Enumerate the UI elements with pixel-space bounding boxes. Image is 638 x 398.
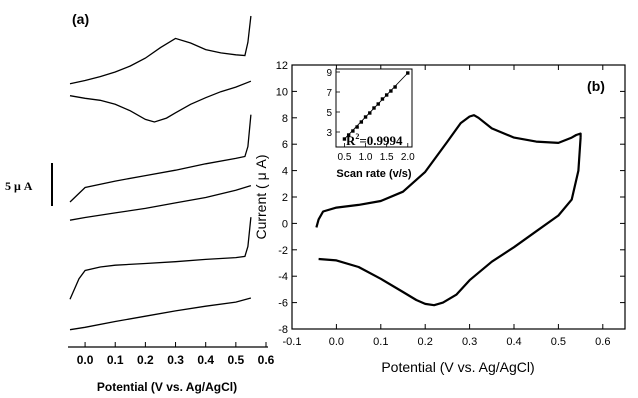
panel-b-x-tick-label: 0.0 [329, 336, 344, 348]
panel-b-x-axis-title: Potential (V vs. Ag/AgCl) [381, 359, 534, 375]
inset-y-tick-label: 5 [326, 108, 332, 119]
inset-x-tick-label: 1.5 [380, 152, 394, 163]
panel-b-y-tick-label: -6 [278, 298, 288, 310]
panel-b-y-tick-label: 4 [282, 166, 288, 178]
inset-x-tick-label: 1.0 [359, 152, 373, 163]
panel-b-y-tick-label: 10 [276, 86, 288, 98]
panel-b-x-tick-label: 0.3 [462, 336, 477, 348]
panel-a-x-tick-label: 0.0 [77, 353, 94, 367]
scale-bar-label: 5 μ A [5, 179, 33, 193]
inset-x-axis-title: Scan rate (v/s) [336, 168, 412, 180]
panel-b-cathodic-sweep [318, 137, 582, 307]
inset-annotation: R2=0.9994 [346, 132, 403, 148]
inset-data-point [384, 93, 389, 97]
inset-y-tick-label: 7 [326, 88, 332, 99]
panel-b-x-tick-label: 0.5 [551, 336, 566, 348]
panel-a-x-tick-label: 0.3 [167, 353, 184, 367]
inset-x-tick-label: 0.5 [337, 152, 351, 163]
panel-a-x-tick-label: 0.1 [107, 353, 124, 367]
panel-b-y-tick-label: 12 [276, 60, 288, 72]
panel-b-x-tick-label: 0.1 [373, 336, 388, 348]
panel-a-voltammogram-2-lower [69, 184, 252, 221]
panel-b-y-tick-label: -8 [278, 324, 288, 336]
panel-b-label: (b) [587, 78, 605, 94]
panel-a-x-ticks: 0.0 0.1 0.2 0.3 0.4 0.5 0.6 [77, 342, 275, 367]
panel-b-anodic-sweep [315, 114, 582, 228]
inset-data-point [359, 120, 364, 124]
panel-a-voltammogram-1-lower [69, 80, 252, 123]
panel-b-y-tick-label: 8 [282, 113, 288, 125]
panel-a-label: (a) [72, 11, 89, 27]
panel-b-x-tick-label: 0.2 [418, 336, 433, 348]
inset-data-point [368, 111, 372, 115]
inset-data-point [380, 97, 385, 101]
panel-a-x-tick-label: 0.6 [258, 353, 275, 367]
panel-b-inset: 0.5 1.0 1.5 2.0 3 5 7 9 R2=0.9994 Scan rate (v/… [326, 68, 415, 180]
inset-data-point [346, 133, 351, 137]
inset-data-point [363, 115, 368, 119]
panel-b-y-tick-label: 6 [282, 139, 288, 151]
panel-a-curves [69, 15, 252, 331]
panel-a-x-tick-label: 0.5 [228, 353, 245, 367]
inset-x-tick-label: 2.0 [401, 152, 415, 163]
inset-annotation-base: R [346, 133, 356, 148]
panel-b-y-tick-label: -2 [278, 245, 288, 257]
inset-data-point [376, 102, 380, 106]
inset-data-point [406, 71, 410, 75]
panel-b: (b) -0.1 0.0 0.1 0.2 0.3 0.4 0.5 0.6 -8 -6 -4 -2 0 2 4… [253, 60, 626, 375]
panel-a-x-tick-label: 0.4 [197, 353, 214, 367]
inset-annotation-rest: =0.9994 [359, 133, 403, 148]
panel-a-x-tick-label: 0.2 [137, 353, 154, 367]
panel-b-y-axis-title: Current ( μ A) [253, 154, 269, 239]
inset-ticks: 0.5 1.0 1.5 2.0 3 5 7 9 [326, 68, 415, 163]
inset-data-point [342, 137, 347, 141]
panel-b-x-tick-label: -0.1 [283, 336, 302, 348]
inset-data-point [355, 125, 359, 129]
panel-a: (a) 5 μ A 0.0 0.1 0.2 0.3 0.4 0.5 0.6 Potentia… [5, 11, 275, 394]
scale-bar: 5 μ A [5, 163, 53, 206]
inset-fit-line [344, 72, 409, 140]
panel-b-y-tick-label: 0 [282, 218, 288, 230]
panel-b-curves [315, 114, 582, 307]
inset-data-point [351, 129, 355, 133]
panel-a-voltammogram-3-upper [69, 217, 252, 300]
panel-b-ticks: -0.1 0.0 0.1 0.2 0.3 0.4 0.5 0.6 -8 -6 -4 -2 0 2 4 6 8 10… [276, 60, 625, 348]
inset-y-tick-label: 3 [326, 128, 332, 139]
inset-y-tick-label: 9 [326, 68, 332, 79]
panel-a-voltammogram-2-upper [69, 114, 252, 203]
panel-b-y-tick-label: 2 [282, 192, 288, 204]
panel-b-x-tick-label: 0.4 [506, 336, 521, 348]
panel-a-voltammogram-1-upper [69, 15, 252, 85]
inset-data-point [372, 106, 376, 110]
inset-data-point [389, 89, 393, 93]
inset-annotation-sup: 2 [355, 132, 359, 141]
panel-a-voltammogram-3-lower [69, 297, 252, 331]
panel-a-x-axis-title: Potential (V vs. Ag/AgCl) [97, 380, 237, 394]
inset-plot [342, 71, 410, 141]
panel-b-x-tick-label: 0.6 [595, 336, 610, 348]
panel-b-y-tick-label: -4 [278, 271, 288, 283]
inset-data-point [393, 85, 397, 89]
